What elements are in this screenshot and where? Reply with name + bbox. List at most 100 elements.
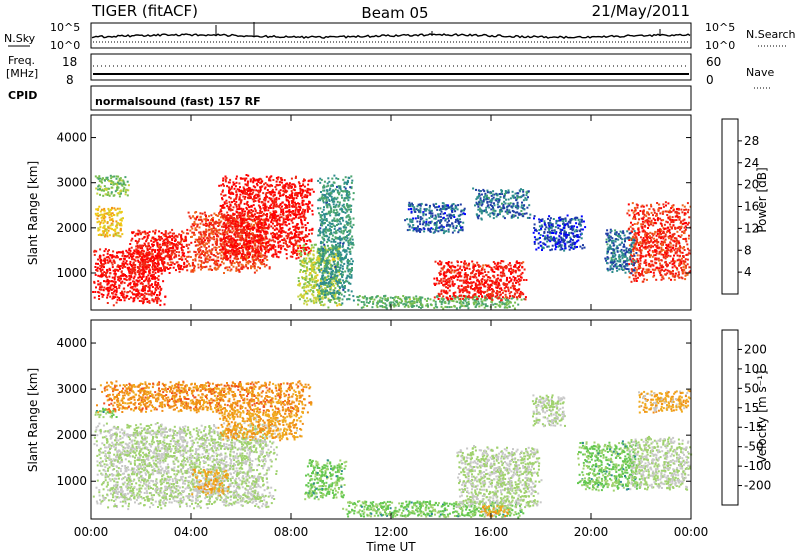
power-cell: [187, 233, 189, 235]
power-cell: [213, 238, 215, 240]
power-cell: [240, 208, 242, 210]
power-cell: [116, 302, 118, 304]
power-cell: [245, 219, 247, 221]
power-cell: [164, 268, 166, 270]
power-cell: [230, 255, 232, 257]
power-cell: [247, 201, 249, 203]
power-cell: [220, 233, 222, 235]
power-cell: [348, 242, 350, 244]
power-cell: [159, 253, 161, 255]
power-cell: [242, 208, 244, 210]
power-cell: [218, 246, 220, 248]
power-cell: [121, 294, 123, 296]
power-cell: [337, 298, 339, 300]
power-cell: [120, 193, 122, 195]
power-cell: [346, 237, 348, 239]
power-cell: [204, 214, 206, 216]
power-cell: [287, 236, 289, 238]
power-cell: [112, 266, 114, 268]
power-cell: [129, 290, 131, 292]
power-cell: [304, 265, 306, 267]
power-cell: [163, 234, 165, 236]
power-cell: [240, 178, 242, 180]
power-cell: [184, 266, 186, 268]
power-cell: [232, 209, 234, 211]
power-cell: [302, 209, 304, 211]
power-cell: [402, 295, 404, 297]
power-cell: [349, 218, 351, 220]
power-cell: [165, 233, 167, 235]
power-cell: [239, 198, 241, 200]
power-cell: [138, 238, 140, 240]
power-cell: [333, 211, 335, 213]
power-cell: [146, 254, 148, 256]
power-cell: [296, 231, 298, 233]
power-cell: [264, 188, 266, 190]
power-cell: [127, 285, 129, 287]
power-cell: [282, 194, 284, 196]
power-cell: [328, 291, 330, 293]
power-cell: [351, 290, 353, 292]
power-cell: [130, 240, 132, 242]
power-cell: [254, 263, 256, 265]
power-cell: [199, 212, 201, 214]
power-cell: [253, 235, 255, 237]
power-cell: [313, 297, 315, 299]
power-cell: [188, 263, 190, 265]
power-cell: [208, 240, 210, 242]
power-cell: [266, 176, 268, 178]
power-cell: [261, 227, 263, 229]
power-cell: [245, 243, 247, 245]
power-cell: [281, 229, 283, 231]
power-cell: [353, 218, 355, 220]
power-cell: [241, 253, 243, 255]
power-cell: [276, 184, 278, 186]
power-cell: [232, 228, 234, 230]
power-cell: [95, 188, 97, 190]
power-cell: [227, 214, 229, 216]
power-cell: [328, 248, 330, 250]
power-cell: [243, 239, 245, 241]
power-cell: [286, 257, 288, 259]
power-cell: [102, 289, 104, 291]
power-cell: [216, 241, 218, 243]
power-cell: [254, 265, 256, 267]
power-cell: [304, 209, 306, 211]
power-cell: [345, 176, 347, 178]
power-cell: [226, 255, 228, 257]
power-cell: [341, 230, 343, 232]
power-cell: [218, 232, 220, 234]
power-cell: [232, 248, 234, 250]
power-cell: [175, 256, 177, 258]
power-cell: [112, 220, 114, 222]
power-cell: [106, 188, 108, 190]
power-cell: [130, 297, 132, 299]
power-cell: [348, 294, 350, 296]
power-cell: [248, 237, 250, 239]
freq-tick-top: 18: [62, 55, 77, 69]
power-cell: [274, 233, 276, 235]
power-cell: [305, 272, 307, 274]
power-cell: [156, 302, 158, 304]
power-cell: [137, 251, 139, 253]
power-cell: [343, 295, 345, 297]
power-cell: [235, 247, 237, 249]
power-cell: [113, 273, 115, 275]
power-cell: [109, 217, 111, 219]
power-cell: [350, 225, 352, 227]
power-cell: [289, 211, 291, 213]
title-left: TIGER (fitACF): [91, 2, 198, 20]
power-cell: [325, 263, 327, 265]
power-cell: [234, 262, 236, 264]
power-cell: [264, 227, 266, 229]
power-cell: [301, 222, 303, 224]
power-cell: [205, 257, 207, 259]
power-cell: [343, 227, 345, 229]
power-cell: [202, 213, 204, 215]
power-cell: [238, 208, 240, 210]
power-cell: [138, 293, 140, 295]
power-cell: [318, 292, 320, 294]
power-cell: [330, 253, 332, 255]
power-cell: [147, 260, 149, 262]
power-cell: [226, 212, 228, 214]
